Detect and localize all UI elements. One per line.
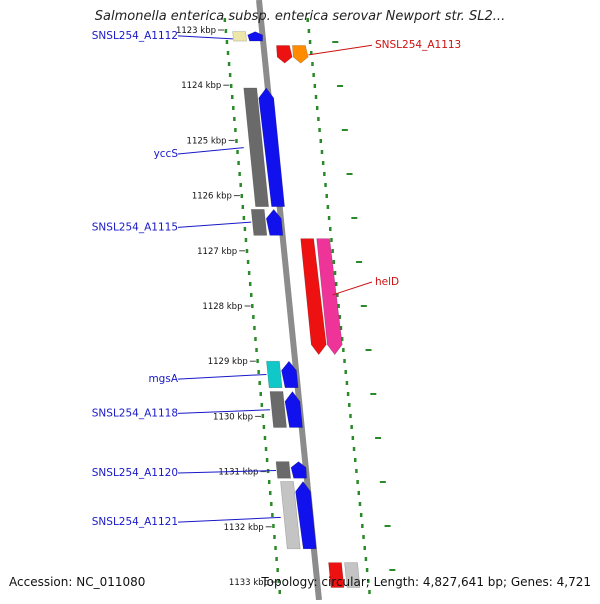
gene-label: SNSL254_A1118: [92, 407, 178, 419]
label-leader: [177, 373, 267, 380]
gene-label: SNSL254_A1115: [92, 221, 178, 233]
gene-g5a: [300, 238, 327, 356]
label-leader: [332, 281, 373, 296]
tick-label: 1131 kbp: [218, 468, 258, 478]
label-leader: [177, 516, 281, 523]
gene-label: yccS: [154, 148, 179, 160]
gene-g5b: [316, 238, 343, 356]
tick-label: 1127 kbp: [197, 247, 237, 257]
genome-title: Salmonella enterica subsp. enterica sero…: [94, 9, 506, 24]
gene-g9b: [295, 481, 317, 550]
tick-label: 1124 kbp: [181, 81, 221, 91]
gene-g4a: [250, 209, 268, 236]
gene-g4b: [265, 208, 284, 236]
label-leader: [177, 221, 252, 228]
label-leader: [177, 409, 270, 414]
gene-g7b: [284, 391, 303, 428]
tick-label: 1125 kbp: [187, 136, 227, 146]
gene-label: helD: [375, 276, 399, 288]
gene-label: SNSL254_A1120: [92, 467, 178, 479]
gene-g8a: [275, 461, 291, 479]
gene-g10a: [328, 562, 345, 588]
gene-g8b: [290, 461, 307, 479]
gene-label: SNSL254_A1112: [92, 30, 178, 42]
genome-summary: Topology: circular; Length: 4,827,641 bp…: [261, 575, 591, 589]
accession-label: Accession: NC_011080: [9, 575, 146, 589]
gene-g1b: [247, 31, 263, 42]
gene-g10b: [344, 562, 361, 588]
gene-g1a: [232, 31, 247, 42]
gene-label: SNSL254_A1113: [375, 39, 461, 51]
label-leader: [177, 147, 244, 155]
gene-g2b: [292, 45, 309, 64]
tick-label: 1126 kbp: [192, 192, 232, 202]
tick-label: 1129 kbp: [208, 357, 248, 367]
label-leader: [177, 35, 233, 40]
gene-g9a: [280, 481, 301, 550]
gene-g7a: [269, 391, 287, 428]
gene-g2a: [276, 45, 293, 64]
gene-g3a: [243, 87, 269, 207]
tick-label: 1123 kbp: [176, 26, 216, 36]
gene-g6a: [266, 360, 283, 388]
tick-label: 1128 kbp: [202, 302, 242, 312]
gene-label: mgsA: [148, 373, 178, 385]
tick-label: 1133 kbp: [229, 578, 269, 588]
gene-label: SNSL254_A1121: [92, 516, 178, 528]
gene-g6b: [281, 360, 299, 388]
tick-label: 1130 kbp: [213, 412, 253, 422]
label-leader: [177, 469, 277, 474]
gene-g3b: [258, 87, 285, 207]
label-leader: [308, 44, 373, 56]
tick-label: 1132 kbp: [224, 523, 264, 533]
